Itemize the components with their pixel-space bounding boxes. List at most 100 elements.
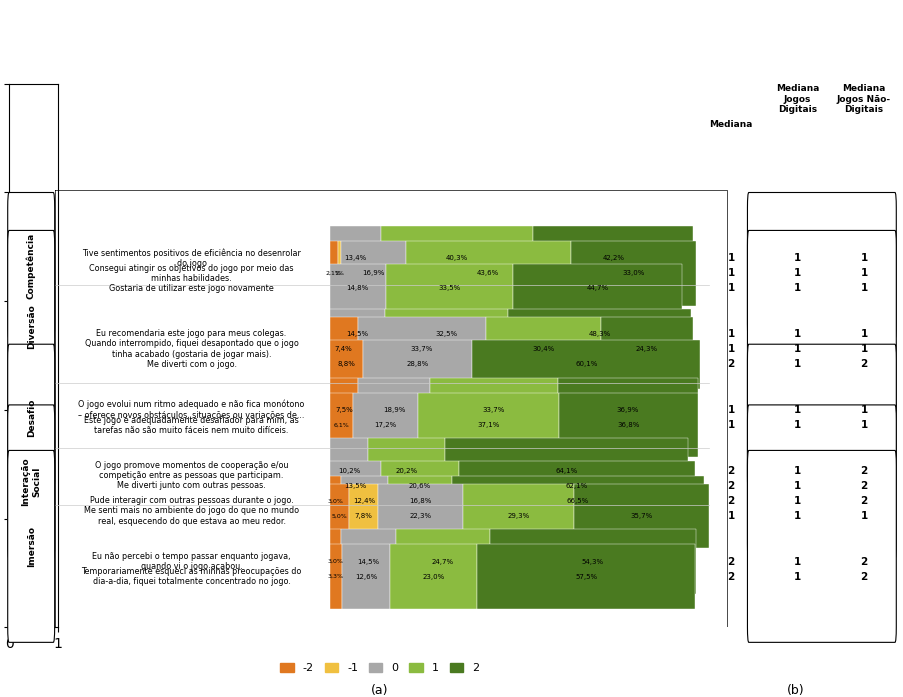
Text: 1: 1 <box>793 572 800 582</box>
Text: 1: 1 <box>793 466 800 475</box>
Bar <box>342 544 389 609</box>
Text: Mediana: Mediana <box>709 120 752 129</box>
Text: 3,3%: 3,3% <box>328 574 344 579</box>
Bar <box>471 339 700 389</box>
Text: 1: 1 <box>793 557 800 567</box>
Text: 57,5%: 57,5% <box>574 574 597 580</box>
Text: 1: 1 <box>793 253 800 263</box>
Text: 40,3%: 40,3% <box>445 255 468 261</box>
Text: 44,7%: 44,7% <box>586 286 608 291</box>
Text: Imersão: Imersão <box>27 526 35 567</box>
Text: 2: 2 <box>860 557 867 567</box>
Text: 6,1%: 6,1% <box>333 422 349 427</box>
Bar <box>330 263 386 313</box>
Bar <box>330 476 340 526</box>
Text: 7,4%: 7,4% <box>334 346 352 352</box>
Text: 1: 1 <box>860 253 867 263</box>
FancyBboxPatch shape <box>8 450 54 643</box>
Text: Quando interrompido, fiquei desapontado que o jogo
tinha acabado (gostaria de jo: Quando interrompido, fiquei desapontado … <box>85 339 298 359</box>
Text: Competência: Competência <box>26 233 36 299</box>
Text: 1: 1 <box>793 360 800 369</box>
Text: 2: 2 <box>860 466 867 475</box>
Text: 13,4%: 13,4% <box>344 255 366 261</box>
Text: 16,8%: 16,8% <box>408 498 431 504</box>
Text: 1: 1 <box>793 268 800 278</box>
Bar <box>462 484 573 549</box>
Bar <box>358 378 429 442</box>
Text: 1: 1 <box>727 344 734 354</box>
Bar <box>452 476 703 526</box>
FancyBboxPatch shape <box>8 192 54 339</box>
Text: 1: 1 <box>860 405 867 415</box>
Bar <box>405 241 571 305</box>
Text: 1: 1 <box>793 360 800 369</box>
Text: 1: 1 <box>793 420 800 430</box>
FancyBboxPatch shape <box>8 344 54 491</box>
Bar <box>330 544 342 609</box>
Text: 29,3%: 29,3% <box>507 513 529 519</box>
Bar <box>330 339 363 389</box>
Bar <box>341 241 405 305</box>
Text: 2: 2 <box>860 496 867 506</box>
Text: Me diverti junto com outras pessoas.: Me diverti junto com outras pessoas. <box>117 481 265 490</box>
Text: 1: 1 <box>860 284 867 293</box>
Text: 1: 1 <box>727 420 734 430</box>
Text: 1: 1 <box>793 344 800 354</box>
Text: Eu não percebi o tempo passar enquanto jogava,
quando vi o jogo acabou.: Eu não percebi o tempo passar enquanto j… <box>92 552 291 572</box>
Text: 30,4%: 30,4% <box>532 346 554 352</box>
Text: Diversão: Diversão <box>27 304 35 348</box>
FancyBboxPatch shape <box>747 344 895 491</box>
Text: 1: 1 <box>793 420 800 430</box>
Bar <box>363 339 471 389</box>
FancyBboxPatch shape <box>747 405 895 559</box>
Text: 2: 2 <box>727 481 734 491</box>
Text: 2: 2 <box>727 466 734 475</box>
Text: 2: 2 <box>860 360 867 369</box>
Text: 1: 1 <box>793 572 800 582</box>
Text: 2: 2 <box>727 572 734 582</box>
Text: Pude interagir com outras pessoas durante o jogo.: Pude interagir com outras pessoas durant… <box>89 496 293 505</box>
Text: Consegui atingir os objetivos do jogo por meio das
minhas habilidades.: Consegui atingir os objetivos do jogo po… <box>89 263 293 283</box>
Text: 1: 1 <box>727 268 734 278</box>
Text: 2: 2 <box>860 481 867 491</box>
Text: 22,3%: 22,3% <box>409 513 431 519</box>
Bar <box>330 529 340 594</box>
Bar <box>600 317 693 381</box>
Text: 13,5%: 13,5% <box>344 483 366 489</box>
Bar <box>429 378 557 442</box>
Text: 43,6%: 43,6% <box>477 270 498 276</box>
Text: O jogo evolui num ritmo adequado e não fica monótono
– oferece novos obstáculos,: O jogo evolui num ritmo adequado e não f… <box>79 400 304 420</box>
Text: 2: 2 <box>860 557 867 567</box>
Text: (a): (a) <box>370 684 388 696</box>
Bar <box>330 484 349 549</box>
Text: 2: 2 <box>727 557 734 567</box>
Text: 33,5%: 33,5% <box>438 286 460 291</box>
Text: 23,0%: 23,0% <box>422 574 444 580</box>
Bar <box>358 317 485 381</box>
Text: 1: 1 <box>860 253 867 263</box>
Bar <box>330 378 358 442</box>
Bar <box>444 438 687 503</box>
Text: 62,1%: 62,1% <box>565 483 587 489</box>
Text: 2: 2 <box>727 496 734 506</box>
Bar <box>459 461 694 510</box>
Text: 14,5%: 14,5% <box>358 558 379 565</box>
Text: 1: 1 <box>793 511 800 521</box>
Text: 12,4%: 12,4% <box>353 498 376 504</box>
Text: 36,8%: 36,8% <box>617 422 639 428</box>
Text: 1: 1 <box>793 268 800 278</box>
Text: 1: 1 <box>727 284 734 293</box>
Text: Este jogo é adequadamente desafiador para mim, as
tarefas não são muito fáceis n: Este jogo é adequadamente desafiador par… <box>84 415 299 435</box>
Text: 1%: 1% <box>334 271 344 276</box>
Text: 2: 2 <box>860 466 867 475</box>
Text: Temporariamente esqueci as minhas preocupações do
dia-a-dia, fiquei totalmente c: Temporariamente esqueci as minhas preocu… <box>81 567 302 586</box>
Bar <box>386 263 512 313</box>
Text: 54,3%: 54,3% <box>581 558 603 565</box>
Text: 1: 1 <box>860 511 867 521</box>
Text: 60,1%: 60,1% <box>574 361 597 367</box>
Text: 1: 1 <box>793 466 800 475</box>
Text: 2: 2 <box>860 496 867 506</box>
Text: 64,1%: 64,1% <box>554 468 577 473</box>
Text: 10,2%: 10,2% <box>338 468 359 473</box>
Text: 1: 1 <box>860 511 867 521</box>
